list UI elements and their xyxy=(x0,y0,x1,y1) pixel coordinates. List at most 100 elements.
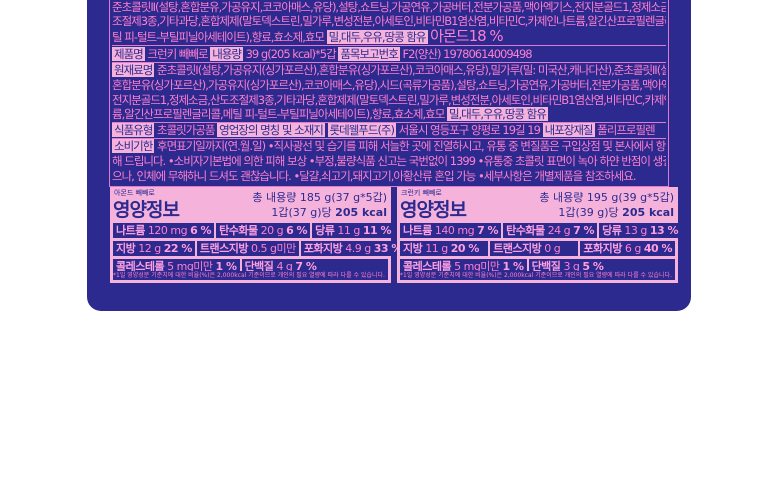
nutrient-amount: 4 g xyxy=(276,260,293,273)
nutrition-per-serving: 1갑(39 g)당 xyxy=(558,206,619,219)
allergen-notice: 밀,대두,우유,땅콩 함유 xyxy=(446,107,548,121)
nutrient-amount: 140 mg xyxy=(434,224,475,237)
notice-line: •직사광선 및 습기를 피해 서늘한 곳에 진열하시고, 유통 중 변질품은 구… xyxy=(265,139,666,153)
nutrient-name: 나트륨 xyxy=(403,224,432,237)
maker-name: 롯데웰푸드(주) xyxy=(327,123,396,137)
report-number: F2(양산) 19780614009498 xyxy=(402,47,532,61)
nutrient-cell: 단백질 3 g 5 % xyxy=(528,259,675,274)
nutrient-percent: 40 % xyxy=(643,242,673,255)
product-name-label: 제품명 xyxy=(112,47,145,61)
nutrient-percent: 6 % xyxy=(190,224,212,237)
nutrient-cell: 포화지방 6 g 40 % xyxy=(580,241,676,256)
packaging-label: 내포장재질 xyxy=(542,123,595,137)
nutrient-name: 지방 xyxy=(116,242,136,255)
nutrition-total: 총 내용량 185 g(37 g*5갑) xyxy=(252,191,387,204)
expiry-label: 소비기한 xyxy=(112,139,155,153)
nutrient-name: 나트륨 xyxy=(116,224,145,237)
ingredients-line: 준초콜릿Ⅰ(설탕,가공유지(싱가포르산),혼합분유(싱가포르산),코코아매스,유… xyxy=(156,63,666,77)
nutrient-name: 포화지방 xyxy=(583,242,622,255)
nutrient-amount: 6 g xyxy=(624,242,641,255)
food-type-label: 식품유형 xyxy=(112,123,155,137)
product-label-panel: 준초콜릿Ⅱ(설탕,혼합분유,가공유지,코코아매스,유당),설탕,쇼트닝,가공연유… xyxy=(87,0,691,311)
nutrient-name: 당류 xyxy=(315,224,335,237)
nutrient-name: 탄수화물 xyxy=(506,224,545,237)
ingredients-line: 전지분골드1,정제소금,산도조절제3종,기타과당,혼합제제(말토덱스트린,밀가루… xyxy=(112,93,666,107)
nutrient-cell: 트랜스지방 0 g xyxy=(490,241,579,256)
nutrition-kcal: 205 kcal xyxy=(622,206,674,219)
nutrition-title: 영양정보 xyxy=(113,199,180,221)
almond-percent: 아몬드18 % xyxy=(430,29,504,45)
product-name: 크런키 빼빼로 xyxy=(147,47,208,61)
nutrient-amount: 11 g xyxy=(337,224,360,237)
nutrient-cell: 나트륨 120 mg 6 % xyxy=(113,223,215,238)
nutrient-percent: 11 % xyxy=(362,224,392,237)
nutrient-cell: 지방 12 g 22 % xyxy=(113,241,195,256)
nutrient-percent: 1 % xyxy=(215,260,238,273)
nutrient-cell: 단백질 4 g 7 % xyxy=(241,259,388,274)
label-info-box: 준초콜릿Ⅱ(설탕,혼합분유,가공유지,코코아매스,유당),설탕,쇼트닝,가공연유… xyxy=(109,0,669,187)
food-type: 초콜릿가공품 xyxy=(156,123,215,137)
nutrition-kcal: 205 kcal xyxy=(335,206,387,219)
nutrient-percent: 6 % xyxy=(286,224,308,237)
nutrient-cell: 트랜스지방 0.5 g미만 xyxy=(196,241,299,256)
nutrient-cell: 포화지방 4.9 g 33 % xyxy=(300,241,405,256)
nutrient-name: 포화지방 xyxy=(303,242,343,255)
ingredients-line: 틸 피-털트-부틸피닐아세테이트),향료,효소제,효모 xyxy=(112,30,325,44)
nutrient-percent: 13 % xyxy=(649,224,679,237)
nutrient-amount: 24 g xyxy=(547,224,571,237)
nutrient-amount: 3 g xyxy=(563,260,580,273)
expiry-value: 후면표기일까지(연.월.일) xyxy=(156,139,266,153)
nutrient-name: 트랜스지방 xyxy=(493,242,542,255)
ingredients-line: 륨,알긴산프로필렌글리콜,메틸 피-털트-부틸피닐아세테이트),향료,효소제,효… xyxy=(112,107,445,121)
nutrient-cell: 당류 13 g 13 % xyxy=(599,223,681,238)
nutrition-footnote: *1일 영양성분 기준치에 대한 비율(%)은 2,000kcal 기준이므로 … xyxy=(400,271,675,280)
content-value: 39 g(205 kcal)*5갑 xyxy=(245,47,337,61)
nutrient-amount: 20 g xyxy=(260,224,284,237)
nutrient-amount: 12 g xyxy=(138,242,161,255)
ingredients-line: 조절제3종,기타과당,혼합제제(말토덱스트린,밀가루,변성전분,아세토인,비타민… xyxy=(112,14,666,28)
nutrition-footnote: *1일 영양성분 기준치에 대한 비율(%)은 2,000kcal 기준이므로 … xyxy=(113,271,388,280)
content-label: 내용량 xyxy=(210,47,243,61)
report-label: 품목보고번호 xyxy=(338,47,400,61)
nutrient-cell: 지방 11 g 20 % xyxy=(400,241,489,256)
nutrient-name: 콜레스테롤 xyxy=(403,260,452,273)
nutrient-name: 단백질 xyxy=(244,260,274,273)
nutrient-name: 탄수화물 xyxy=(219,224,258,237)
nutrient-cell: 탄수화물 24 g 7 % xyxy=(503,223,598,238)
nutrient-amount: 0.5 g미만 xyxy=(251,242,296,255)
nutrient-amount: 4.9 g xyxy=(345,242,371,255)
allergen-notice: 밀,대두,우유,땅콩 함유 xyxy=(326,30,428,44)
nutrient-cell: 콜레스테롤 5 mg미만 1 % xyxy=(113,259,240,274)
notice-line: 으나, 인체에 무해하니 드셔도 괜찮습니다. •달걀,쇠고기,돼지고기,아황산… xyxy=(112,169,636,183)
nutrient-cell: 콜레스테롤 5 mg미만 1 % xyxy=(400,259,527,274)
ingredients-line: 준초콜릿Ⅱ(설탕,혼합분유,가공유지,코코아매스,유당),설탕,쇼트닝,가공연유… xyxy=(112,0,666,14)
nutrient-cell: 나트륨 140 mg 7 % xyxy=(400,223,502,238)
ingredients-label: 원재료명 xyxy=(112,63,155,77)
nutrition-title: 영양정보 xyxy=(400,199,467,221)
notice-line: 해 드립니다. •소비자기본법에 의한 피해 보상 •부정,불량식품 신고는 국… xyxy=(112,154,666,168)
nutrient-percent: 7 % xyxy=(573,224,595,237)
nutrient-percent: 20 % xyxy=(450,242,480,255)
nutrient-cell: 탄수화물 20 g 6 % xyxy=(216,223,311,238)
nutrient-amount: 11 g xyxy=(425,242,448,255)
nutrition-product-name: 아몬드 빼빼로 xyxy=(114,189,155,197)
nutrient-percent: 1 % xyxy=(502,260,525,273)
nutrient-name: 트랜스지방 xyxy=(199,242,249,255)
nutrient-amount: 5 mg미만 xyxy=(167,260,213,273)
nutrition-facts-almond: 아몬드 빼빼로 영양정보 총 내용량 185 g(37 g*5갑) 1갑(37 g… xyxy=(110,187,405,283)
nutrient-percent: 7 % xyxy=(477,224,499,237)
nutrient-name: 당류 xyxy=(602,224,622,237)
nutrient-amount: 120 mg xyxy=(147,224,188,237)
nutrient-amount: 0 g xyxy=(544,242,561,255)
nutrient-name: 단백질 xyxy=(531,260,561,273)
nutrient-percent: 22 % xyxy=(163,242,193,255)
nutrient-percent: 7 % xyxy=(295,260,317,273)
nutrient-cell: 당류 11 g 11 % xyxy=(312,223,394,238)
maker-label: 영업장의 명칭 및 소재지 xyxy=(217,123,325,137)
nutrient-name: 콜레스테롤 xyxy=(116,260,165,273)
nutrient-amount: 5 mg미만 xyxy=(454,260,500,273)
nutrient-amount: 13 g xyxy=(624,224,647,237)
nutrient-percent: 5 % xyxy=(582,260,604,273)
nutrient-name: 지방 xyxy=(403,242,423,255)
nutrition-facts-crunky: 크런키 빼빼로 영양정보 총 내용량 195 g(39 g*5갑) 1갑(39 g… xyxy=(397,187,681,283)
